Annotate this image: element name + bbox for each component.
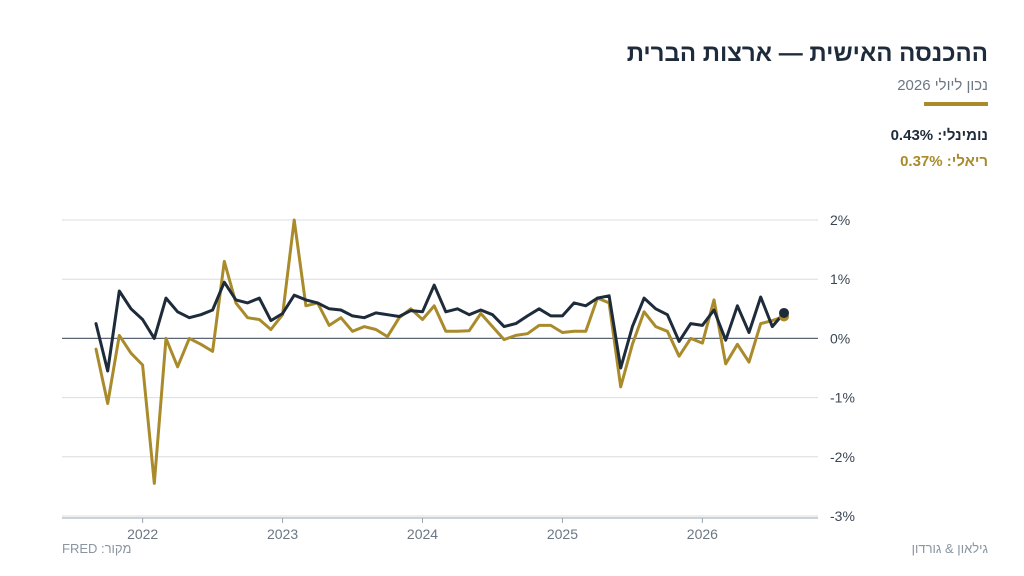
- accent-bar: [924, 102, 988, 106]
- y-tick-label: -3%: [830, 508, 855, 524]
- source-note: מקור: FRED: [62, 541, 132, 556]
- brand-name: גילאון & גורדון: [911, 541, 988, 556]
- x-tick-label: 2026: [687, 526, 718, 542]
- series-line-nominal: [94, 280, 786, 373]
- legend-real-value: 0.37%: [900, 153, 943, 170]
- x-tick-label: 2024: [407, 526, 438, 542]
- series-line-real: [94, 218, 786, 485]
- legend-real-label: ריאלי:: [946, 153, 988, 170]
- y-tick-label: 0%: [830, 330, 850, 346]
- x-tick-label: 2022: [127, 526, 158, 542]
- y-tick-label: -2%: [830, 449, 855, 465]
- x-tick-label: 2023: [267, 526, 298, 542]
- legend-nominal: נומינלי: 0.43%: [891, 127, 988, 144]
- y-tick-label: 2%: [830, 212, 850, 228]
- page-subtitle: נכון ליולי 2026: [897, 77, 988, 94]
- page-title: ההכנסה האישית — ארצות הברית: [626, 40, 988, 67]
- y-tick-label: 1%: [830, 271, 850, 287]
- legend-nominal-value: 0.43%: [890, 127, 934, 144]
- legend-real: ריאלי: 0.37%: [900, 153, 988, 170]
- x-tick-label: 2025: [547, 526, 578, 542]
- y-tick-label: -1%: [830, 390, 855, 406]
- end-marker-nominal: [779, 307, 789, 318]
- legend-nominal-label: נומינלי:: [937, 127, 988, 144]
